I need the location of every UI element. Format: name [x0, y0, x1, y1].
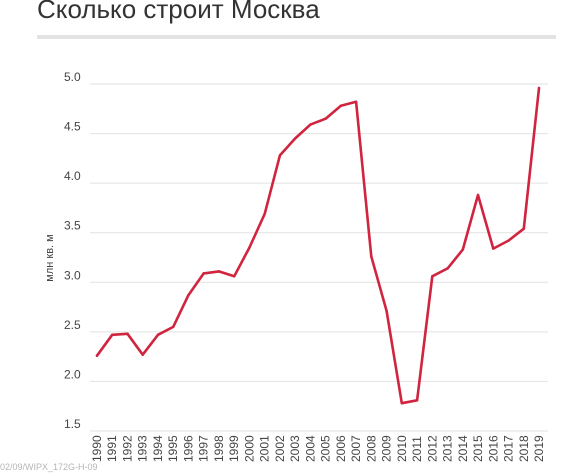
data-point — [187, 293, 190, 297]
x-tick-label: 2006 — [334, 435, 348, 462]
watermark-text: 02/09/WIPX_172G-H-09 — [0, 462, 98, 472]
data-point — [522, 227, 525, 230]
x-axis-ticks: 1990 1991 1992 1993 1994 1995 1996 1997 1998 1999… — [90, 435, 546, 462]
x-tick-label: 2008 — [364, 435, 378, 462]
x-tick-label: 2015 — [471, 435, 485, 462]
x-tick-label: 2017 — [502, 435, 516, 462]
x-tick-label: 1997 — [197, 435, 211, 462]
x-tick-label: 2007 — [349, 435, 363, 462]
title-divider — [37, 35, 556, 39]
data-point — [492, 247, 495, 250]
data-point — [126, 332, 129, 336]
y-tick-label: 2.0 — [64, 367, 81, 381]
x-tick-label: 2011 — [410, 436, 424, 462]
x-tick-label: 2013 — [441, 435, 455, 462]
x-tick-label: 1990 — [90, 435, 104, 462]
y-tick-label: 4.5 — [64, 120, 81, 134]
x-tick-label: 1992 — [120, 435, 134, 462]
chart-title: Сколько строит Москва — [37, 0, 320, 24]
x-tick-label: 1993 — [136, 435, 150, 462]
data-point — [95, 354, 99, 357]
data-point — [309, 123, 312, 126]
x-tick-label: 1996 — [181, 435, 195, 462]
data-point — [217, 270, 221, 273]
data-point — [141, 353, 144, 356]
data-point — [172, 325, 175, 329]
y-tick-label: 3.5 — [64, 219, 81, 233]
data-point — [263, 212, 266, 216]
data-point — [431, 275, 434, 278]
y-tick-label: 5.0 — [64, 70, 81, 84]
y-axis-ticks: 1.5 2.0 2.5 3.0 3.5 4.0 4.5 5.0 — [64, 70, 81, 431]
data-point — [415, 399, 419, 402]
x-tick-label: 2010 — [395, 435, 409, 462]
x-tick-label: 2009 — [380, 435, 394, 462]
x-tick-label: 2016 — [486, 435, 500, 462]
data-point — [537, 86, 541, 90]
data-point — [293, 137, 297, 140]
data-point — [370, 255, 373, 258]
data-point — [400, 402, 404, 405]
data-point — [354, 100, 358, 104]
y-tick-label: 4.0 — [64, 169, 81, 183]
x-tick-label: 1991 — [105, 435, 119, 462]
data-point — [278, 154, 282, 157]
x-tick-label: 2003 — [288, 435, 302, 462]
y-tick-label: 1.5 — [64, 417, 81, 431]
data-point — [507, 239, 510, 242]
x-tick-label: 2004 — [303, 435, 317, 462]
data-point — [232, 275, 236, 278]
series — [95, 86, 541, 405]
data-point — [111, 333, 114, 337]
x-tick-label: 2002 — [273, 435, 287, 462]
y-tick-label: 2.5 — [64, 318, 81, 332]
x-tick-label: 2000 — [242, 435, 256, 462]
data-point — [385, 309, 388, 313]
x-tick-label: 2014 — [456, 435, 470, 462]
y-tick-label: 3.0 — [64, 268, 81, 282]
series-line — [95, 86, 541, 405]
x-tick-label: 2001 — [258, 435, 272, 462]
x-tick-label: 2012 — [425, 435, 439, 462]
data-point — [446, 267, 449, 270]
data-point — [476, 193, 480, 197]
data-point — [248, 246, 251, 249]
data-point — [156, 333, 160, 337]
data-point — [202, 272, 205, 275]
data-point — [324, 117, 327, 120]
data-point — [461, 248, 464, 251]
x-tick-label: 2018 — [517, 435, 531, 462]
x-tick-label: 1994 — [151, 435, 165, 462]
y-axis-label: млн кв. м — [44, 234, 56, 281]
data-point — [339, 104, 343, 108]
x-tick-label: 2005 — [319, 435, 333, 462]
x-tick-label: 1999 — [227, 435, 241, 462]
x-tick-label: 2019 — [532, 435, 546, 462]
x-tick-label: 1995 — [166, 435, 180, 462]
gridlines — [90, 83, 548, 432]
x-tick-label: 1998 — [212, 435, 226, 462]
